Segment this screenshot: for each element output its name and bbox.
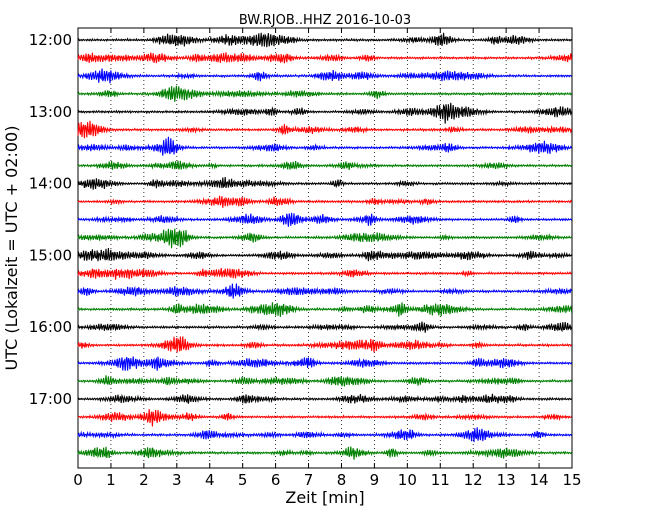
x-tick-label: 9 <box>370 471 380 489</box>
seismogram-trace <box>77 267 572 280</box>
seismogram-trace <box>77 228 573 249</box>
plot-frame <box>77 27 573 469</box>
y-tick-label: 15:00 <box>29 246 72 264</box>
y-tick-label: 16:00 <box>29 318 72 336</box>
x-axis-label: Zeit [min] <box>285 488 364 507</box>
x-tick-label: 12 <box>464 471 483 489</box>
seismogram-trace <box>77 32 572 48</box>
x-tick-label: 2 <box>139 471 149 489</box>
y-tick-label: 13:00 <box>29 103 72 121</box>
x-tick-label: 15 <box>562 471 581 489</box>
seismogram-trace <box>77 102 573 124</box>
x-tick-label: 14 <box>530 471 549 489</box>
seismogram-trace <box>77 52 573 64</box>
x-tick-label: 3 <box>172 471 182 489</box>
seismogram-trace <box>77 336 573 353</box>
x-tick-label: 0 <box>73 471 83 489</box>
y-axis-label: UTC (Lokalzeit = UTC + 02:00) <box>2 126 21 371</box>
seismogram-trace <box>77 195 573 208</box>
chart-title: BW.RJOB..HHZ 2016-10-03 <box>239 13 411 28</box>
seismogram-trace <box>77 356 573 371</box>
x-tick-label: 10 <box>398 471 417 489</box>
seismogram-trace <box>77 283 573 299</box>
x-grid <box>110 28 540 468</box>
seismogram-trace <box>77 68 573 84</box>
seismogram-trace <box>77 393 573 404</box>
seismogram-trace <box>77 409 572 427</box>
x-tick-label: 1 <box>106 471 116 489</box>
seismogram-trace <box>77 120 573 139</box>
x-tick-label: 8 <box>337 471 347 489</box>
seismogram-trace <box>77 427 573 443</box>
seismogram-trace <box>77 446 573 460</box>
seismogram-trace <box>77 176 572 190</box>
y-tick-label: 17:00 <box>29 390 72 408</box>
x-tick-label: 4 <box>205 471 215 489</box>
seismogram-trace <box>77 321 573 333</box>
x-tick-label: 13 <box>497 471 516 489</box>
x-tick-label: 11 <box>431 471 450 489</box>
ticks: 0 1 2 3 4 5 6 7 8 9 10 11 12 13 14 1512:0013:0014:0015:… <box>29 28 582 489</box>
seismogram-trace <box>77 160 573 170</box>
seismogram-trace <box>77 302 573 317</box>
seismogram-trace <box>77 375 573 387</box>
traces <box>77 32 573 460</box>
y-tick-label: 14:00 <box>29 175 72 193</box>
seismogram-trace <box>77 247 572 262</box>
seismogram-trace <box>77 212 573 227</box>
x-tick-label: 5 <box>238 471 248 489</box>
y-tick-label: 12:00 <box>29 31 72 49</box>
x-tick-label: 6 <box>271 471 281 489</box>
seismogram-trace <box>77 136 573 156</box>
x-tick-label: 7 <box>304 471 314 489</box>
seismogram-trace <box>77 85 573 102</box>
